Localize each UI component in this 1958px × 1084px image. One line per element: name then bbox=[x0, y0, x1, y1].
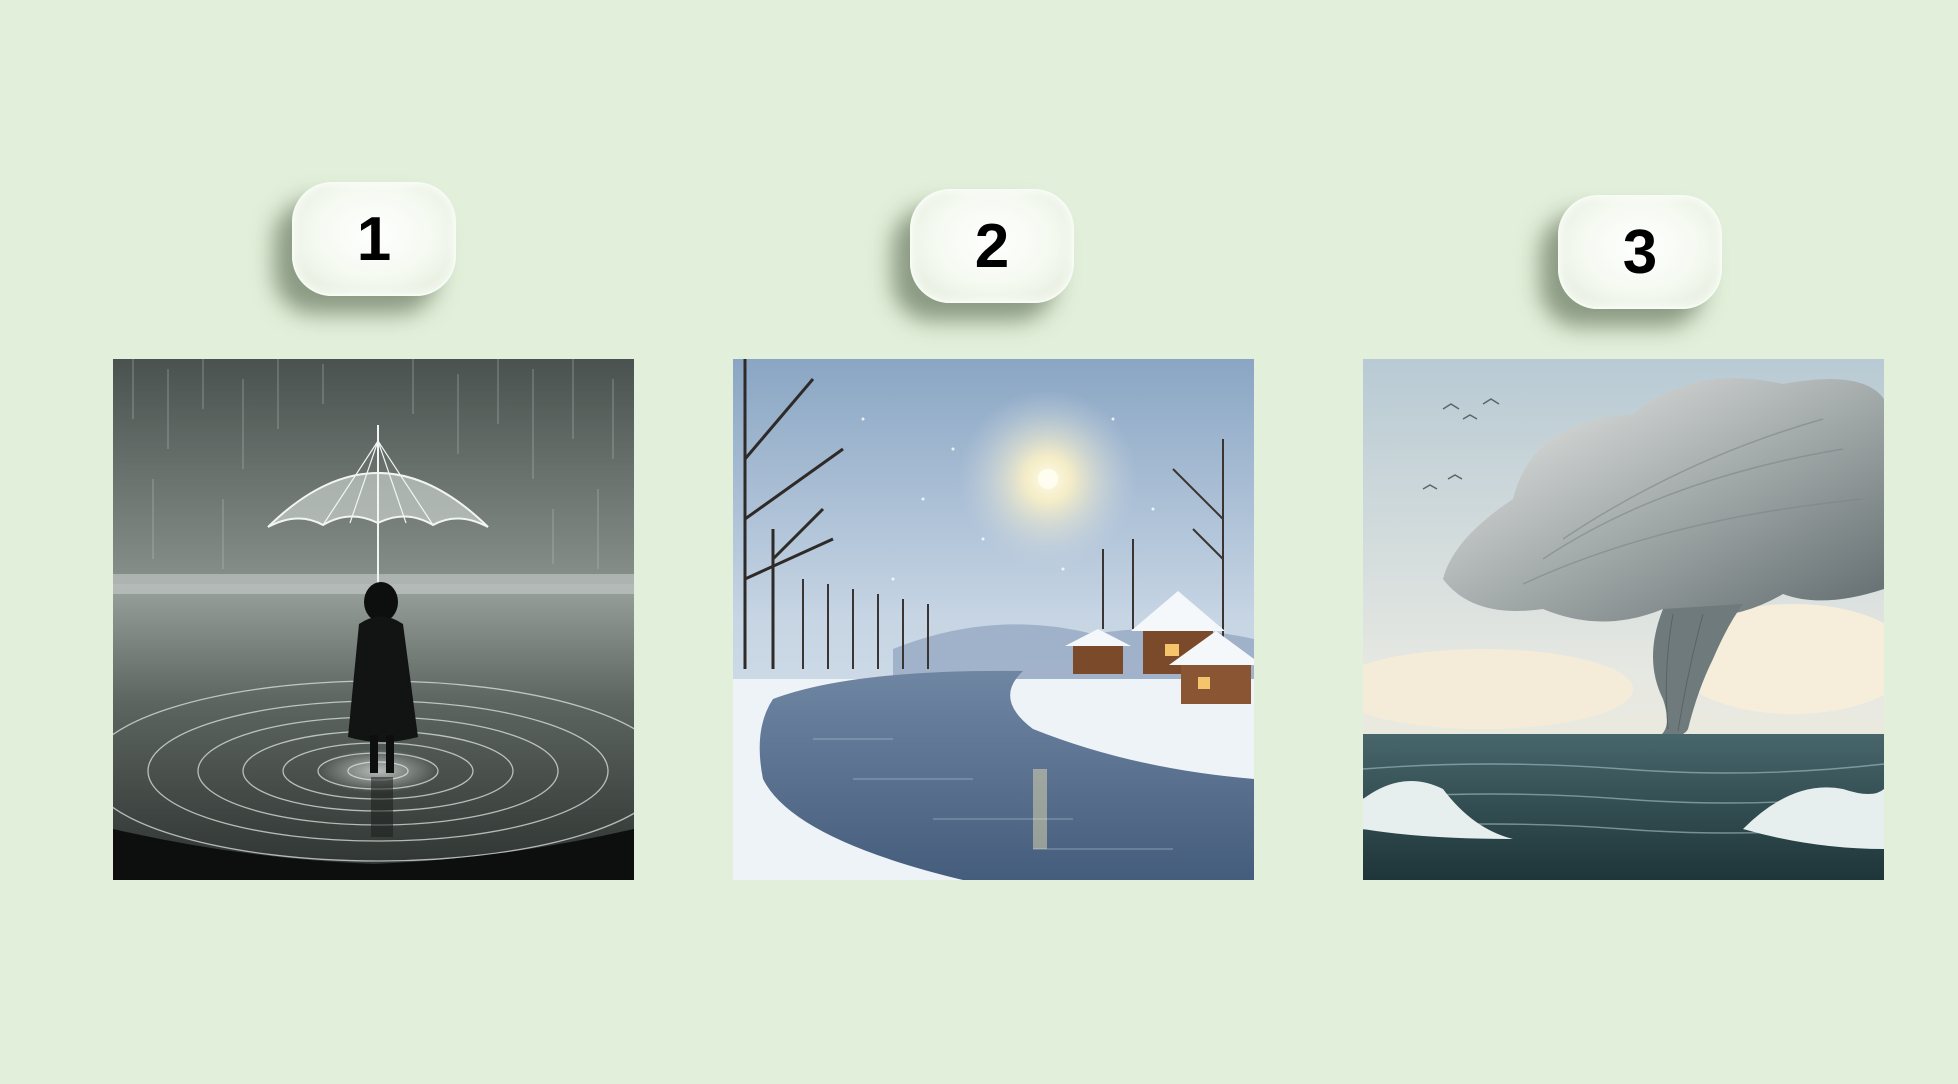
number-badge-1: 1 bbox=[292, 182, 456, 296]
badge-number: 1 bbox=[356, 204, 392, 274]
number-badge-2: 2 bbox=[910, 189, 1074, 303]
girl-with-umbrella-in-rain-illustration bbox=[113, 359, 634, 880]
badge-number: 3 bbox=[1622, 217, 1658, 287]
tornado-over-sea-illustration bbox=[1363, 359, 1884, 880]
snowy-river-cottage-illustration bbox=[733, 359, 1254, 880]
tornado-scene-icon bbox=[1363, 359, 1884, 880]
number-badge-3: 3 bbox=[1558, 195, 1722, 309]
winter-scene-icon bbox=[733, 359, 1254, 880]
rain-scene-icon bbox=[113, 359, 634, 880]
badge-number: 2 bbox=[974, 211, 1010, 281]
